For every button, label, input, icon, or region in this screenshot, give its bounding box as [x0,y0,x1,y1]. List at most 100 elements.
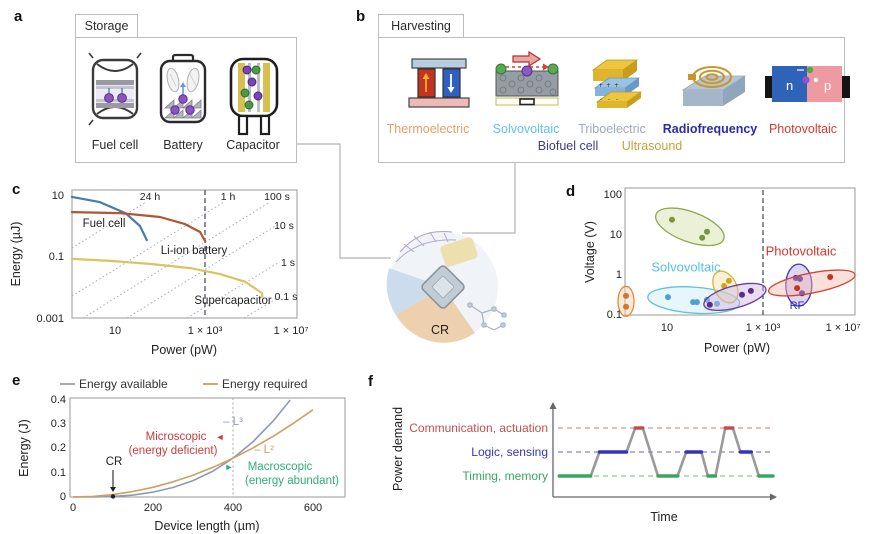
d-label-photovoltaic: Photovoltaic [765,243,837,259]
f-ramp-6 [731,426,742,454]
cr-globe-illustration [386,230,507,343]
c-series-label-supercap: Supercapacitor [194,295,272,307]
c-isochrone-line-2 [82,201,271,319]
c-curve-supercapacitor [70,257,264,298]
battery-icon [159,53,207,124]
c-series-label-fuel-cell: Fuel cell [82,218,126,230]
e-left-arrow-icon: ◄ [215,432,225,442]
harvesting-label-photovoltaic: Photovoltaic [768,122,838,136]
e-cr-marker-label: CR [105,456,123,468]
c-xtick-10: 10 [108,325,122,337]
panel-tag-f: f [368,373,373,390]
harvesting-label-solvovoltaic: Solvovoltaic [492,122,560,136]
d-dot-solvovoltaic-cluster-3 [704,296,710,303]
panel-tag-c: c [12,181,21,198]
f-level-communication: Communication, actuation [409,421,548,435]
c-xlabel: Power (pW) [151,343,217,357]
d-dot-purple-cluster-2 [747,287,754,294]
e-annotation-energy-abundant: (energy abundant) [245,475,339,487]
d-dot-photovoltaic-cluster-0 [794,285,801,292]
d-dot-purple-cluster-0 [706,301,713,308]
d-dot-yellow-cluster-0 [721,283,728,289]
c-isochrone-line-5 [243,296,280,319]
f-ylabel: Power demand [391,406,405,492]
d-xtick-1e7: 1 × 10⁷ [825,322,861,334]
svg-text:n: n [786,78,793,93]
e-xtick-200: 200 [143,502,163,514]
e-annotation-energy-deficient: (energy deficient) [128,445,218,457]
svg-text:+: + [614,82,619,89]
f-y-axis-arrow [549,402,557,409]
e-ytick-03: 0.3 [50,418,66,430]
storage-tab-label: Storage [84,19,129,33]
d-ellipse-photovoltaic-cluster [767,269,856,297]
f-ramp-0 [589,450,601,478]
d-xtick-10: 10 [660,322,674,334]
panel-tag-b: b [356,8,366,25]
f-xlabel: Time [650,510,678,524]
harvesting-label-triboelectric: Triboelectric [578,122,646,136]
d-dot-orange-cluster-0 [623,292,629,299]
e-ytick-04: 0.4 [50,394,66,406]
d-plot-frame [624,187,856,316]
d-ytick-01: 0.1 [606,309,622,321]
svg-text:+: + [606,82,611,89]
e-xlabel: Device length (µm) [154,519,260,533]
d-xlabel: Power (pW) [704,341,770,355]
f-ramp-4 [700,450,710,478]
d-dot-photovoltaic-cluster-1 [827,274,834,280]
harvesting-label-biofuel-cell: Biofuel cell [537,139,599,153]
c-plot-frame [71,189,298,319]
d-xtick-1e3: 1 × 10³ [745,322,781,334]
svg-text:-: - [600,96,602,103]
connector-harvesting-to-cr [462,163,516,234]
d-dot-orange-cluster-1 [623,303,629,310]
e-ytick-02: 0.2 [50,442,66,454]
c-ylabel: Energy (µJ) [9,221,23,287]
c-isochrone-line-1 [71,201,225,297]
d-label-solvovoltaic: Solvovoltaic [651,259,721,275]
radiofrequency-icon [681,66,747,106]
harvesting-label-radiofrequency: Radiofrequency [662,122,758,136]
d-dot-solvovoltaic-cluster-4 [714,300,720,307]
e-xtick-600: 600 [303,502,323,514]
d-dot-purple-cluster-1 [739,291,745,298]
cr-label: CR [430,323,450,337]
d-ytick-1: 1 [615,269,622,281]
f-x-axis-arrow [770,493,777,501]
d-ytick-10: 10 [609,229,622,241]
d-dot-green-cluster-0 [669,216,675,223]
connector-storage-to-cr [297,143,391,259]
d-dot-green-cluster-2 [699,234,706,241]
f-ramp-5 [714,426,727,478]
f-ramp-7 [749,450,761,478]
c-series-label-liion: Li-ion battery [160,245,228,257]
thermoelectric-icon [408,58,470,108]
solvovoltaic-icon [495,50,559,106]
harvesting-label-thermoelectric: Thermoelectric [386,122,470,136]
c-xtick-1e3: 1 × 10³ [187,325,223,337]
d-ytick-100: 100 [603,189,622,201]
d-dot-solvovoltaic-cluster-2 [693,299,700,306]
e-ylabel: Energy (J) [17,419,31,477]
storage-tab: Storage [75,14,138,38]
c-curve-li-ion-battery [70,211,207,242]
d-ylabel: Voltage (V) [583,221,597,283]
panel-tag-a: a [14,8,23,25]
e-legend-available: Energy available [79,377,168,391]
storage-item-battery: Battery [163,138,203,152]
panel-tag-e: e [12,372,21,389]
storage-item-capacitor: Capacitor [226,138,280,152]
svg-text:+: + [598,82,603,89]
svg-text:p: p [824,78,831,93]
d-dot-yellow-cluster-1 [725,277,732,284]
harvesting-tab-label: Harvesting [391,19,451,33]
triboelectric-icon: + + + --- [591,59,643,108]
d-label-rf: RF [789,300,805,312]
e-cr-marker-dot [110,494,116,499]
